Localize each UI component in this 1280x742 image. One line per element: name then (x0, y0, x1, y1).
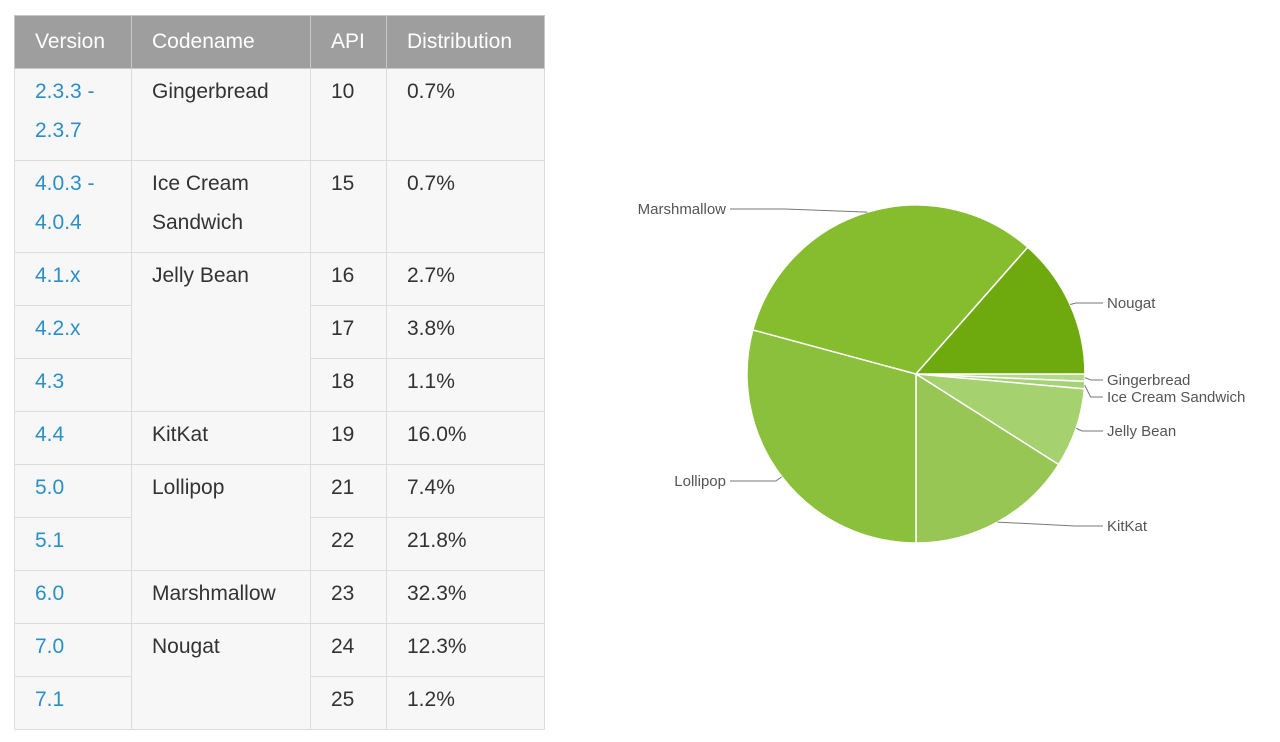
distribution-cell: 2.7% (386, 252, 545, 306)
table-row: 4.4 KitKat 19 16.0% (14, 411, 545, 465)
distribution-cell: 16.0% (386, 411, 545, 465)
api-cell: 15 (310, 160, 387, 253)
table-header-row: Version Codename API Distribution (14, 15, 545, 69)
codename-cell: Ice Cream Sandwich (131, 160, 311, 253)
distribution-cell: 1.2% (386, 676, 545, 730)
distribution-cell: 0.7% (386, 160, 545, 253)
header-version: Version (14, 15, 132, 69)
leader-line (730, 476, 783, 482)
api-cell: 16 (310, 252, 387, 306)
codename-cell: Nougat (131, 623, 311, 730)
pie-slice-lollipop (746, 328, 917, 544)
version-link[interactable]: 2.3.3 -2.3.7 (14, 68, 132, 161)
table-row: 2.3.3 -2.3.7 Gingerbread 10 0.7% (14, 68, 545, 161)
leader-line (730, 208, 868, 213)
table-row: 5.0 Lollipop 21 7.4% (14, 464, 545, 571)
leader-line (1084, 377, 1103, 381)
version-link[interactable]: 4.4 (14, 411, 132, 465)
leader-line (1084, 384, 1103, 398)
codename-cell: Jelly Bean (131, 252, 311, 412)
version-link[interactable]: 4.0.3 -4.0.4 (14, 160, 132, 253)
version-link[interactable]: 4.2.x (14, 305, 132, 359)
version-link[interactable]: 7.1 (14, 676, 132, 730)
api-cell: 18 (310, 358, 387, 412)
distribution-table: Version Codename API Distribution 2.3.3 … (14, 15, 545, 730)
header-distribution: Distribution (386, 15, 545, 69)
version-link[interactable]: 5.1 (14, 517, 132, 571)
table-row: 4.1.x Jelly Bean 16 2.7% (14, 252, 545, 412)
api-cell: 10 (310, 68, 387, 161)
distribution-cell: 0.7% (386, 68, 545, 161)
table-row: 7.1 25 1.2% (14, 676, 545, 730)
leader-line (1069, 302, 1103, 305)
version-link[interactable]: 4.3 (14, 358, 132, 412)
api-cell: 24 (310, 623, 387, 677)
version-link[interactable]: 4.1.x (14, 252, 132, 306)
slice-label: KitKat (1107, 518, 1148, 535)
codename-cell: Marshmallow (131, 570, 311, 624)
api-cell: 25 (310, 676, 387, 730)
slice-label: Lollipop (674, 473, 726, 490)
leader-line (1075, 427, 1103, 432)
api-cell: 23 (310, 570, 387, 624)
leader-line (997, 521, 1103, 527)
table-row: 4.0.3 -4.0.4 Ice Cream Sandwich 15 0.7% (14, 160, 545, 253)
codename-cell: Lollipop (131, 464, 311, 571)
pie-slice-nougat (914, 246, 1086, 375)
slice-label: Nougat (1107, 295, 1156, 312)
version-link[interactable]: 6.0 (14, 570, 132, 624)
slice-label: Gingerbread (1107, 372, 1190, 389)
slice-label: Ice Cream Sandwich (1107, 389, 1245, 406)
table-row: 6.0 Marshmallow 23 32.3% (14, 570, 545, 624)
pie-slice-kitkat (915, 372, 1060, 544)
slice-label: Jelly Bean (1107, 423, 1176, 440)
version-link[interactable]: 5.0 (14, 464, 132, 518)
codename-cell: KitKat (131, 411, 311, 465)
distribution-cell: 21.8% (386, 517, 545, 571)
table-row: 7.0 Nougat 24 12.3% (14, 623, 545, 730)
version-link[interactable]: 7.0 (14, 623, 132, 677)
distribution-cell: 32.3% (386, 570, 545, 624)
distribution-cell: 1.1% (386, 358, 545, 412)
table-row: 4.3 18 1.1% (14, 358, 545, 412)
distribution-cell: 12.3% (386, 623, 545, 677)
slice-label: Marshmallow (638, 201, 727, 218)
table-row: 5.1 22 21.8% (14, 517, 545, 571)
